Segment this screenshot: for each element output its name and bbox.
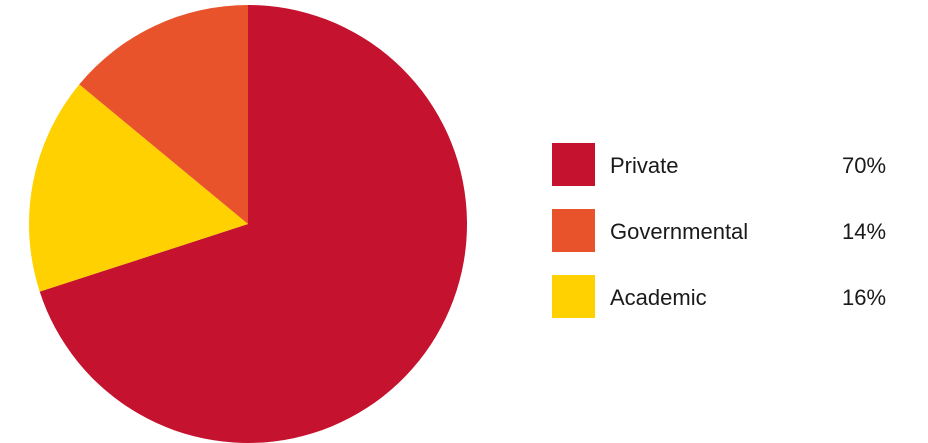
pie-slice-academic xyxy=(28,84,248,292)
legend-value-governmental: 14% xyxy=(842,219,887,244)
legend-item-private: Private 70% xyxy=(552,143,912,186)
pie-slice-private xyxy=(39,5,468,443)
legend-swatch-governmental xyxy=(552,209,595,252)
legend-label-governmental: Governmental xyxy=(610,219,749,244)
pie-slice-governmental xyxy=(79,5,248,224)
legend-value-private: 70% xyxy=(842,153,887,178)
legend-value-academic: 16% xyxy=(842,285,887,310)
legend-item-academic: Academic 16% xyxy=(552,275,912,318)
legend-swatch-private xyxy=(552,143,595,186)
legend-swatch-academic xyxy=(552,275,595,318)
legend-label-academic: Academic xyxy=(610,285,707,310)
legend-label-private: Private xyxy=(610,153,679,178)
legend-item-governmental: Governmental 14% xyxy=(552,209,912,252)
legend: Private 70% Governmental 14% Academic 16… xyxy=(552,143,912,341)
